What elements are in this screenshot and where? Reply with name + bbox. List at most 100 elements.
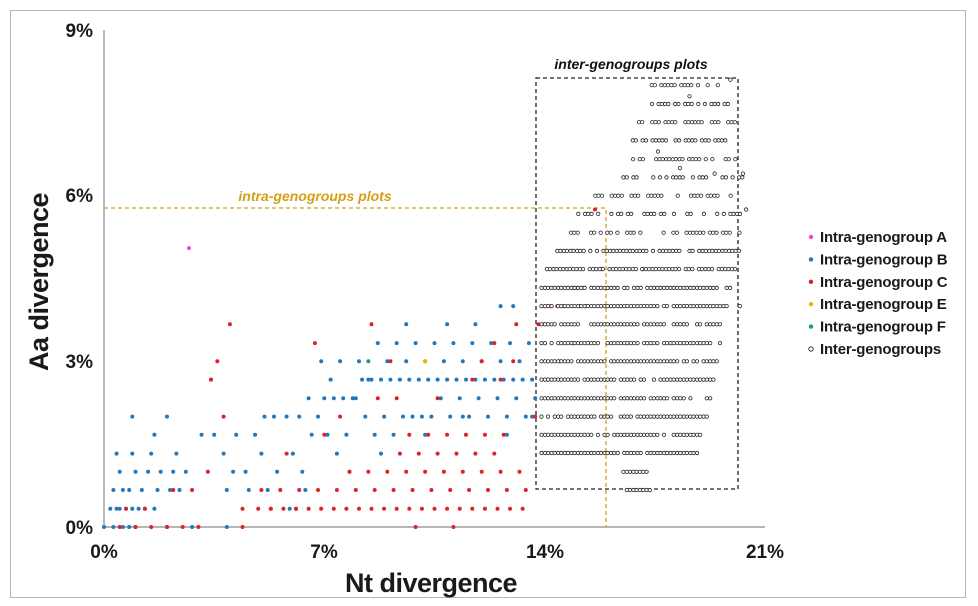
data-point-intra-genogroup-b: [476, 396, 481, 401]
data-point-intra-genogroup-b: [369, 377, 374, 382]
data-point-inter-genogroups: [653, 120, 658, 125]
data-point-inter-genogroups: [660, 157, 665, 162]
data-point-intra-genogroup-b: [441, 359, 446, 364]
data-point-inter-genogroups: [677, 166, 683, 171]
data-point-inter-genogroups: [737, 230, 742, 235]
intra-genogroups-label: intra-genogroups plots: [238, 188, 391, 204]
data-point-inter-genogroups: [618, 322, 623, 327]
data-point-inter-genogroups: [732, 266, 738, 272]
data-point-inter-genogroups: [539, 340, 544, 346]
data-point-intra-genogroup-c: [385, 469, 390, 474]
data-point-inter-genogroups: [651, 303, 657, 309]
data-point-inter-genogroups: [624, 248, 629, 253]
data-point-inter-genogroups: [684, 450, 690, 456]
data-point-intra-genogroup-b: [114, 506, 119, 511]
data-point-intra-genogroup-b: [168, 488, 173, 492]
data-point-intra-genogroup-b: [508, 341, 512, 346]
legend-marker: [808, 279, 814, 284]
data-point-inter-genogroups: [631, 340, 637, 346]
data-point-inter-genogroups: [736, 248, 742, 253]
data-point-intra-genogroup-c: [331, 506, 336, 511]
data-point-inter-genogroups: [676, 266, 682, 272]
data-point-intra-genogroup-c: [508, 506, 512, 511]
data-point-intra-genogroup-c: [523, 488, 528, 492]
data-point-inter-genogroups: [579, 396, 584, 401]
data-point-intra-genogroup-c: [259, 488, 264, 492]
legend-label: Intra-genogroup F: [820, 319, 946, 336]
data-point-intra-genogroup-b: [344, 432, 349, 437]
data-point-inter-genogroups: [609, 211, 614, 216]
data-point-inter-genogroups: [637, 248, 642, 253]
data-point-inter-genogroups: [638, 414, 643, 419]
data-point-inter-genogroups: [552, 414, 557, 419]
data-point-intra-genogroup-b: [460, 359, 465, 364]
data-point-intra-genogroup-b: [385, 359, 390, 364]
data-point-inter-genogroups: [612, 340, 617, 346]
data-point-intra-genogroup-b: [165, 414, 169, 419]
data-point-inter-genogroups: [565, 396, 571, 401]
data-point-intra-genogroup-b: [448, 414, 453, 419]
data-point-inter-genogroups: [592, 322, 597, 327]
data-point-intra-genogroup-c: [495, 506, 500, 511]
data-point-intra-genogroup-b: [457, 396, 462, 401]
data-point-intra-genogroup-b: [316, 414, 320, 419]
data-point-inter-genogroups: [649, 101, 655, 107]
data-point-inter-genogroups: [636, 193, 641, 198]
data-point-inter-genogroups: [619, 193, 624, 198]
data-point-inter-genogroups: [733, 157, 738, 162]
data-point-inter-genogroups: [717, 303, 723, 309]
data-point-inter-genogroups: [625, 359, 630, 364]
data-point-inter-genogroups: [565, 450, 571, 456]
data-point-intra-genogroup-b: [438, 396, 443, 401]
data-point-inter-genogroups: [671, 396, 676, 401]
data-point-inter-genogroups: [653, 157, 659, 162]
data-point-inter-genogroups: [724, 303, 729, 309]
data-point-inter-genogroups: [625, 377, 630, 382]
data-point-inter-genogroups: [539, 303, 544, 309]
data-point-inter-genogroups: [678, 303, 683, 309]
data-point-inter-genogroups: [651, 450, 657, 456]
data-point-inter-genogroups: [585, 432, 590, 437]
data-point-inter-genogroups: [716, 248, 722, 253]
data-point-inter-genogroups: [684, 285, 690, 290]
data-point-intra-genogroup-c: [227, 322, 232, 327]
data-point-inter-genogroups: [655, 340, 660, 346]
data-point-inter-genogroups: [672, 101, 678, 107]
data-point-inter-genogroups: [690, 266, 695, 272]
data-point-inter-genogroups: [651, 377, 657, 382]
data-point-intra-genogroup-c: [369, 506, 374, 511]
data-point-inter-genogroups: [658, 322, 663, 327]
data-point-inter-genogroups: [676, 101, 681, 107]
data-point-inter-genogroups: [716, 120, 721, 125]
data-point-intra-genogroup-b: [117, 506, 122, 511]
data-point-inter-genogroups: [612, 450, 617, 456]
data-point-inter-genogroups: [651, 175, 656, 180]
data-point-inter-genogroups: [698, 377, 703, 382]
data-point-intra-genogroup-b: [114, 451, 119, 456]
data-point-inter-genogroups: [565, 303, 571, 309]
data-point-intra-genogroup-b: [445, 322, 450, 327]
data-point-inter-genogroups: [644, 469, 649, 474]
data-point-inter-genogroups: [681, 396, 686, 401]
data-point-inter-genogroups: [684, 322, 690, 327]
data-point-intra-genogroup-b: [407, 377, 412, 382]
data-point-intra-genogroup-c: [517, 469, 522, 474]
data-point-inter-genogroups: [598, 285, 604, 290]
data-point-inter-genogroups: [695, 193, 700, 198]
data-point-inter-genogroups: [621, 469, 626, 474]
data-point-inter-genogroups: [545, 377, 551, 382]
data-point-intra-genogroup-c: [482, 506, 487, 511]
data-point-inter-genogroups: [708, 340, 713, 346]
data-point-intra-genogroup-c: [441, 469, 446, 474]
data-point-inter-genogroups: [674, 230, 680, 235]
data-point-inter-genogroups: [585, 211, 591, 216]
data-point-intra-genogroup-b: [498, 359, 503, 364]
data-point-intra-genogroup-b: [224, 488, 229, 492]
data-point-inter-genogroups: [671, 303, 676, 309]
data-point-inter-genogroups: [691, 432, 696, 437]
data-point-intra-genogroup-c: [388, 359, 393, 364]
data-point-inter-genogroups: [655, 193, 661, 198]
data-point-intra-genogroup-b: [111, 525, 116, 529]
data-point-intra-genogroup-c: [404, 469, 409, 474]
data-point-inter-genogroups: [723, 175, 729, 180]
